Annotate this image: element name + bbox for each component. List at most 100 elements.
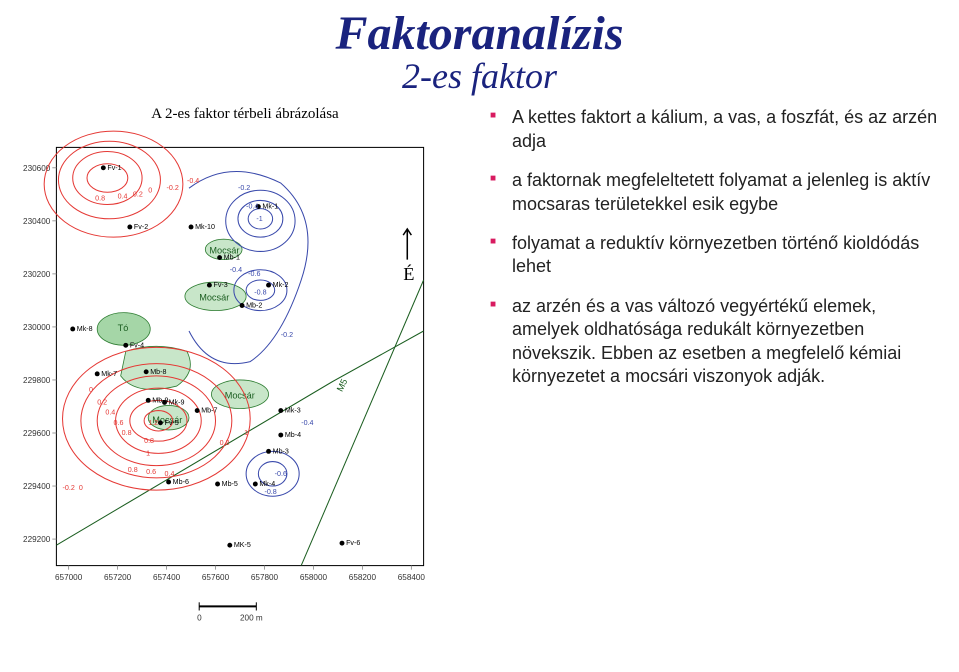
well-label: Fv-5 bbox=[165, 419, 179, 427]
contour-value: -0.2 bbox=[167, 185, 179, 193]
well-label: Mk-4 bbox=[259, 480, 275, 488]
well-label: Fv-2 bbox=[134, 223, 148, 231]
contour-value: -0.6 bbox=[275, 470, 287, 478]
well-label: Mb-1 bbox=[224, 254, 240, 262]
well-label: Mk-3 bbox=[285, 407, 301, 415]
contour-value: 0.8 bbox=[95, 195, 105, 203]
well-dot bbox=[207, 283, 212, 288]
well-label: Mk-10 bbox=[195, 223, 215, 231]
well-label: Mb-5 bbox=[222, 480, 238, 488]
svg-text:230400: 230400 bbox=[23, 217, 51, 226]
road-m5 bbox=[301, 280, 423, 566]
well-dot bbox=[123, 343, 128, 348]
well-label: Mb-6 bbox=[173, 478, 189, 486]
svg-text:230200: 230200 bbox=[23, 270, 51, 279]
contour-value: 0.8 bbox=[122, 429, 132, 437]
svg-text:657200: 657200 bbox=[104, 573, 132, 582]
well-dot bbox=[240, 303, 245, 308]
well-label: Mk-9 bbox=[169, 399, 185, 407]
contour-value: 0.8 bbox=[128, 466, 138, 474]
scale-bar: 0 200 m bbox=[197, 603, 263, 623]
bullet-item: az arzén és a vas változó vegyértékű ele… bbox=[490, 295, 939, 389]
well-dot bbox=[266, 283, 271, 288]
well-label: Mb-8 bbox=[150, 368, 166, 376]
well-dot bbox=[340, 541, 345, 546]
well-dot bbox=[162, 400, 167, 405]
well-dot bbox=[195, 409, 200, 414]
title-main: Faktoranalízis bbox=[0, 8, 959, 61]
svg-text:658000: 658000 bbox=[300, 573, 328, 582]
contour-value: 0.4 bbox=[105, 409, 115, 417]
contour-value: 0 bbox=[89, 387, 93, 395]
well-label: Fv-3 bbox=[213, 282, 227, 290]
svg-text:657400: 657400 bbox=[153, 573, 181, 582]
well-label: Mb-4 bbox=[285, 431, 301, 439]
bullet-item: A kettes faktort a kálium, a vas, a fosz… bbox=[490, 106, 939, 153]
contour-value: 0.2 bbox=[220, 440, 230, 448]
well-dot bbox=[253, 482, 258, 487]
contour-value: 0.4 bbox=[165, 470, 175, 478]
contour-value: -0.6 bbox=[248, 270, 260, 278]
contour-value: -0.4 bbox=[301, 419, 313, 427]
contour-value: -0.2 bbox=[281, 332, 293, 340]
contour-value: -0.4 bbox=[230, 266, 242, 274]
well-dot bbox=[127, 225, 132, 230]
title-sub: 2-es faktor bbox=[0, 57, 959, 97]
svg-text:658200: 658200 bbox=[349, 573, 377, 582]
wells: Fv-1Fv-2Mk-10Mk-1Mb-1Fv-3Mk-2Mb-2Mk-8Fv-… bbox=[70, 164, 360, 549]
contour-value: 0.2 bbox=[133, 191, 143, 199]
well-label: Mk-1 bbox=[262, 203, 278, 211]
title-block: Faktoranalízis 2-es faktor bbox=[0, 0, 959, 96]
svg-text:230000: 230000 bbox=[23, 323, 51, 332]
contour-value: 0.4 bbox=[118, 193, 128, 201]
svg-text:229200: 229200 bbox=[23, 536, 51, 545]
factor-map: 230600 230400 230200 230000 229800 22960… bbox=[10, 127, 470, 637]
contour-value: 1 bbox=[146, 450, 150, 458]
well-label: Fv-1 bbox=[107, 164, 121, 172]
well-dot bbox=[278, 433, 283, 438]
well-dot bbox=[101, 166, 106, 171]
svg-text:229600: 229600 bbox=[23, 429, 51, 438]
contour-values-red: 0.80.40.20-0.2-0.400.20.40.60.80.811.210… bbox=[63, 177, 249, 492]
well-label: Fv-6 bbox=[346, 540, 360, 548]
bullet-item: a faktornak megfeleltetett folyamat a je… bbox=[490, 169, 939, 216]
contour-value: 0 bbox=[148, 187, 152, 195]
svg-text:657800: 657800 bbox=[251, 573, 279, 582]
well-dot bbox=[95, 372, 100, 377]
well-label: Mk-2 bbox=[273, 282, 289, 290]
well-label: Fv-4 bbox=[130, 342, 144, 350]
well-label: Mk-8 bbox=[77, 325, 93, 333]
contour-value: 0.2 bbox=[97, 399, 107, 407]
well-dot bbox=[215, 482, 220, 487]
contour-value: 0.6 bbox=[146, 468, 156, 476]
contour-value: 0 bbox=[79, 485, 83, 493]
scale-zero: 0 bbox=[197, 614, 202, 623]
well-dot bbox=[266, 449, 271, 454]
contour-value: 1.2 bbox=[148, 419, 158, 427]
marsh-label-1: Mocsár bbox=[199, 293, 229, 303]
well-dot bbox=[189, 225, 194, 230]
svg-text:657000: 657000 bbox=[55, 573, 83, 582]
scale-span: 200 m bbox=[240, 614, 263, 623]
well-dot bbox=[166, 480, 171, 485]
bullet-item: folyamat a reduktív környezetben történő… bbox=[490, 232, 939, 279]
lake-label: Tó bbox=[118, 323, 129, 333]
svg-text:229400: 229400 bbox=[23, 482, 51, 491]
well-dot bbox=[158, 421, 163, 426]
svg-text:229800: 229800 bbox=[23, 376, 51, 385]
well-dot bbox=[70, 327, 75, 332]
well-label: Mb-3 bbox=[273, 448, 289, 456]
contour-value: 0.6 bbox=[114, 419, 124, 427]
contour-value: -1 bbox=[256, 215, 262, 223]
well-label: Mk-7 bbox=[101, 370, 117, 378]
well-dot bbox=[144, 370, 149, 375]
well-dot bbox=[217, 256, 222, 261]
well-label: MK-5 bbox=[234, 542, 251, 550]
contour-value: -0.4 bbox=[246, 203, 258, 211]
well-dot bbox=[278, 409, 283, 414]
well-label: Mb-7 bbox=[201, 407, 217, 415]
north-label: É bbox=[403, 263, 414, 284]
y-axis: 230600 230400 230200 230000 229800 22960… bbox=[23, 164, 56, 544]
svg-text:657600: 657600 bbox=[202, 573, 230, 582]
figure-column: A 2-es faktor térbeli ábrázolása 230600 … bbox=[0, 106, 480, 672]
